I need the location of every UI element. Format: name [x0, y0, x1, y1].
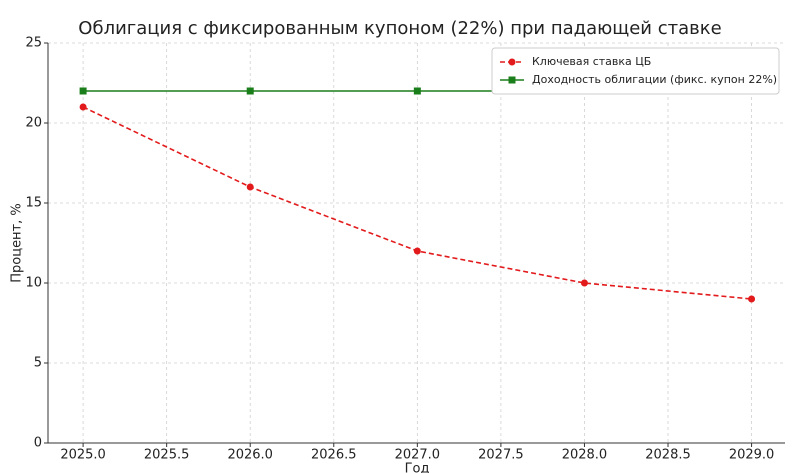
- y-tick-label: 25: [25, 36, 42, 51]
- y-axis-label: Процент, %: [10, 203, 25, 283]
- x-tick-label: 2026.0: [227, 448, 273, 463]
- data-point: [413, 247, 421, 255]
- x-tick-label: 2029.0: [729, 448, 775, 463]
- data-point: [246, 87, 254, 95]
- x-tick-label: 2025.0: [60, 448, 106, 463]
- data-point: [79, 87, 87, 95]
- legend-marker: [508, 76, 516, 84]
- x-tick-label: 2027.0: [395, 448, 441, 463]
- data-point: [580, 279, 588, 287]
- x-tick-label: 2027.5: [478, 448, 524, 463]
- x-tick-label: 2028.0: [562, 448, 608, 463]
- data-point: [246, 183, 254, 191]
- x-tick-label: 2028.5: [645, 448, 691, 463]
- x-tick-label: 2026.5: [311, 448, 357, 463]
- data-point: [413, 87, 421, 95]
- x-axis-label: Год: [405, 462, 430, 473]
- y-tick-label: 20: [25, 116, 42, 131]
- x-tick-label: 2025.5: [144, 448, 190, 463]
- y-tick-label: 0: [34, 436, 42, 451]
- y-tick-label: 15: [25, 196, 42, 211]
- legend-marker: [508, 58, 516, 66]
- legend-box: [491, 47, 780, 95]
- legend-label: Доходность облигации (фикс. купон 22%): [532, 73, 777, 86]
- y-tick-label: 5: [34, 356, 42, 371]
- y-tick-label: 10: [25, 276, 42, 291]
- chart-title: Облигация с фиксированным купоном (22%) …: [78, 18, 721, 39]
- legend-label: Ключевая ставка ЦБ: [532, 55, 651, 68]
- data-point: [748, 295, 756, 303]
- data-point: [79, 103, 87, 111]
